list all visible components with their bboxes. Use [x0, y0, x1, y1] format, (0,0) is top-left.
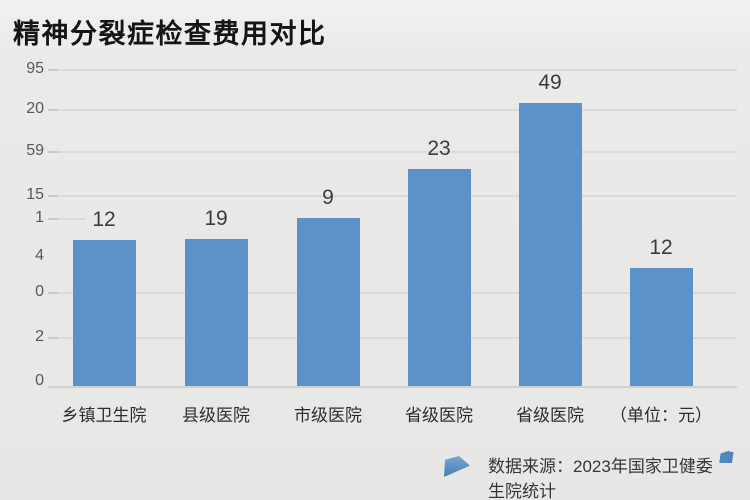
y-axis-tick-label: 1 [35, 209, 44, 226]
bar [184, 239, 248, 386]
y-axis-tick-label: 15 [26, 186, 44, 203]
bar-value-label: 23 [427, 137, 451, 160]
gridline [48, 151, 737, 153]
bar [629, 268, 693, 386]
y-axis-tick-label: 0 [35, 283, 44, 300]
bar-value-label: 19 [204, 207, 228, 230]
y-axis-tick-label: 95 [26, 60, 44, 77]
gridline [48, 69, 737, 71]
source-line2: 生院统计 [488, 482, 556, 500]
y-axis-tick-label: 4 [35, 247, 44, 264]
y-axis-tick-label: 59 [26, 142, 44, 159]
y-axis-tick-label: 2 [35, 328, 44, 345]
x-axis-category-label: 省级医院 [405, 406, 473, 425]
y-axis-tick-label: 20 [26, 100, 44, 117]
source-text: 数据来源：2023年国家卫健委 生院统计 [488, 451, 733, 500]
x-axis-category-label: 市级医院 [294, 406, 362, 425]
gridline [48, 218, 86, 220]
gridline [48, 337, 737, 339]
gridline [48, 292, 737, 294]
bar-value-label: 12 [649, 236, 673, 259]
gridline [48, 195, 737, 197]
play-arrow-icon [444, 456, 470, 477]
bar-value-label: 9 [322, 186, 334, 209]
bar [296, 218, 360, 386]
x-axis-category-label: 省级医院 [516, 406, 584, 425]
source-note: 数据来源：2023年国家卫健委 生院统计 [444, 451, 733, 500]
bar-value-label: 49 [538, 71, 562, 94]
bar [72, 240, 136, 386]
source-line1: 数据来源：2023年国家卫健委 [488, 457, 713, 476]
blue-square-icon [719, 451, 734, 463]
gridline [48, 109, 737, 111]
x-axis-category-label: 县级医院 [182, 406, 250, 425]
x-axis-category-label: （单位：元） [610, 406, 712, 425]
bar [518, 103, 582, 386]
x-axis-category-label: 乡镇卫生院 [61, 406, 147, 425]
y-axis-tick-label: 0 [35, 372, 44, 389]
x-axis-baseline [48, 386, 737, 388]
bar-value-label: 12 [92, 208, 116, 231]
bar [407, 169, 471, 386]
chart-title: 精神分裂症检查费用对比 [13, 19, 327, 49]
